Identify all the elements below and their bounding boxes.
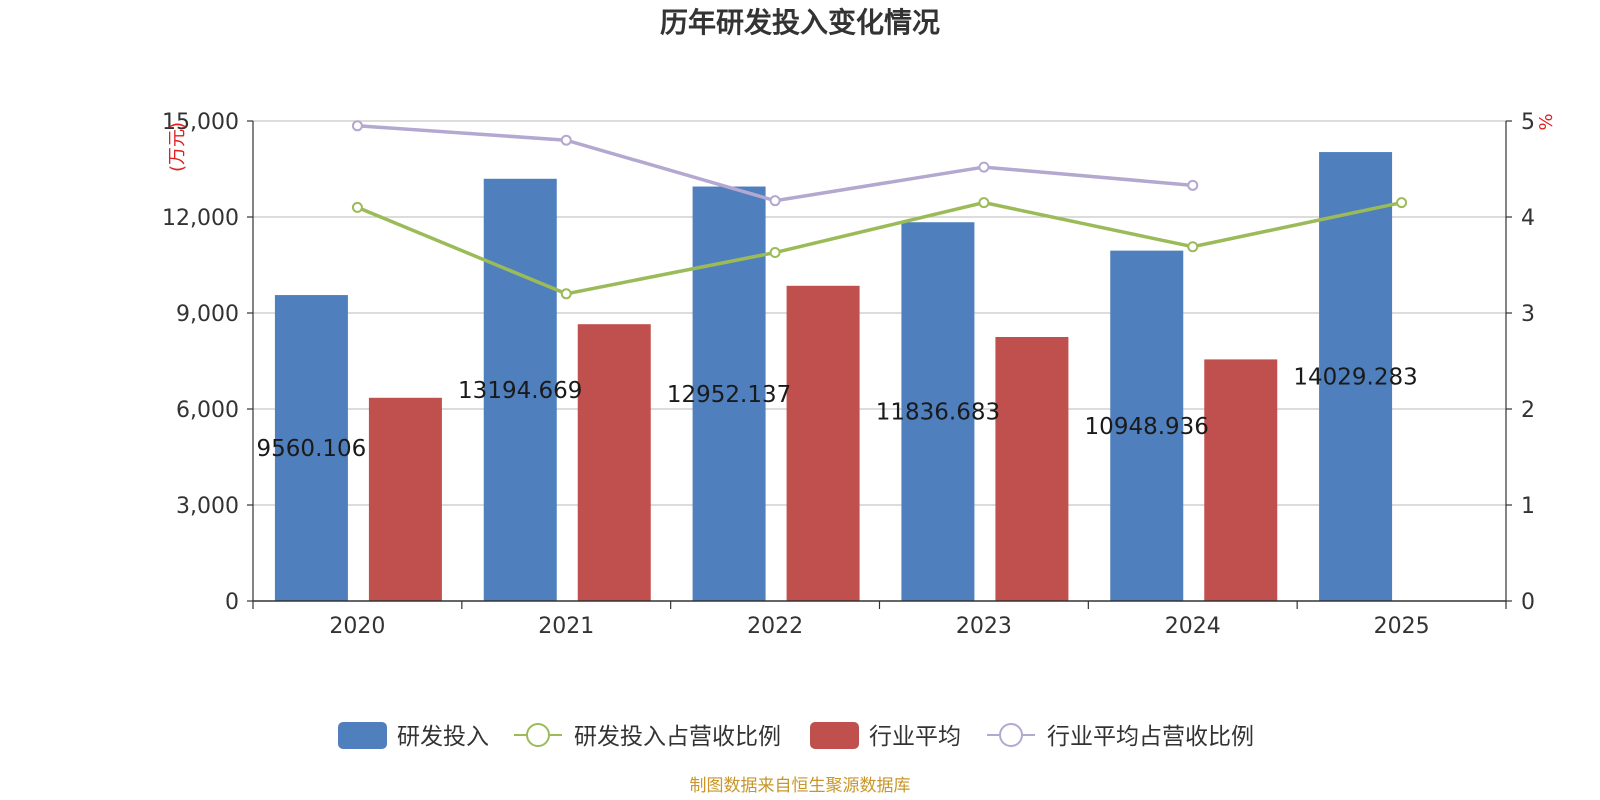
bar-industry-avg-2021	[577, 324, 651, 601]
line-industry-ratio	[357, 124, 1193, 203]
legend-swatch-marker-industry-ratio	[999, 723, 1023, 747]
x-tick-label: 2024	[1165, 614, 1221, 639]
data-label-rd-investment: 9560.106	[257, 436, 367, 462]
x-tick-label: 2021	[538, 614, 594, 639]
left-tick-label: 15,000	[162, 110, 239, 135]
point-industry-ratio	[560, 134, 572, 146]
right-tick-label: 0	[1521, 590, 1535, 615]
bar-rd-investment-2021	[483, 178, 557, 601]
data-label-rd-investment: 13194.669	[458, 378, 582, 404]
bar-industry-avg-2020	[368, 397, 442, 601]
point-rd-ratio	[1396, 197, 1408, 209]
x-tick-label: 2023	[956, 614, 1012, 639]
point-rd-ratio	[351, 201, 363, 213]
point-rd-ratio	[769, 247, 781, 259]
bar-industry-avg-2023	[995, 337, 1069, 601]
x-tick-label: 2020	[329, 614, 385, 639]
right-tick-label: 2	[1521, 398, 1535, 423]
x-tick-label: 2025	[1374, 614, 1430, 639]
legend-label-industry-ratio: 行业平均占营收比例	[1047, 724, 1254, 750]
bar-rd-investment-2025	[1319, 152, 1393, 602]
bar-rd-investment-2024	[1110, 250, 1184, 602]
bar-industry-avg-2022	[786, 285, 860, 601]
point-industry-ratio	[978, 161, 990, 173]
legend-item-rd-investment[interactable]: 研发投入	[338, 722, 489, 750]
data-label-rd-investment: 10948.936	[1085, 414, 1209, 440]
legend-label-rd-ratio: 研发投入占营收比例	[574, 724, 781, 750]
legend-item-industry-avg[interactable]: 行业平均	[810, 722, 961, 750]
right-axis-unit: %	[1536, 113, 1557, 130]
lines	[351, 120, 1408, 300]
legend-swatch-rd-investment	[338, 722, 387, 749]
data-label-rd-investment: 14029.283	[1293, 365, 1417, 391]
right-axis-ticks: 0 1 2 3 4 5	[1505, 110, 1535, 615]
line-rd-ratio	[356, 200, 1402, 296]
point-rd-ratio	[978, 197, 990, 209]
x-tick-label: 2022	[747, 614, 803, 639]
right-tick-label: 4	[1521, 206, 1535, 231]
bar-rd-investment-2020	[274, 295, 348, 601]
legend-item-rd-ratio[interactable]: 研发投入占营收比例	[514, 723, 781, 750]
legend-swatch-marker-rd-ratio	[526, 723, 550, 747]
legend-item-industry-ratio[interactable]: 行业平均占营收比例	[987, 723, 1254, 750]
legend-label-rd-investment: 研发投入	[397, 724, 489, 750]
chart-title: 历年研发投入变化情况	[660, 6, 940, 39]
point-industry-ratio	[351, 120, 363, 132]
left-tick-label: 3,000	[176, 494, 239, 519]
right-tick-label: 5	[1521, 110, 1535, 135]
left-axis-unit: (万元)	[167, 122, 188, 172]
right-tick-label: 1	[1521, 494, 1535, 519]
grid	[253, 120, 1506, 506]
point-industry-ratio	[1187, 179, 1199, 191]
left-axis-ticks: 0 3,000 6,000 9,000 12,000 15,000	[162, 110, 254, 615]
legend-swatch-industry-avg	[810, 722, 859, 749]
source-note: 制图数据来自恒生聚源数据库	[690, 776, 911, 796]
right-tick-label: 3	[1521, 302, 1535, 327]
point-rd-ratio	[560, 288, 572, 300]
left-tick-label: 12,000	[162, 206, 239, 231]
data-labels: 9560.106 13194.669 12952.137 11836.683 10948…	[257, 365, 1418, 463]
point-rd-ratio	[1187, 241, 1199, 253]
left-tick-label: 0	[225, 590, 239, 615]
legend: 研发投入 研发投入占营收比例 行业平均 行业平均占营收比例	[338, 722, 1254, 750]
legend-label-industry-avg: 行业平均	[869, 724, 961, 750]
bar-industry-avg-2024	[1204, 359, 1278, 601]
data-label-rd-investment: 11836.683	[876, 400, 1000, 426]
bars	[274, 152, 1393, 602]
data-label-rd-investment: 12952.137	[667, 382, 791, 408]
point-industry-ratio	[769, 195, 781, 207]
bar-rd-investment-2023	[901, 222, 975, 602]
x-axis: 2020 2021 2022 2023 2024 2025	[252, 600, 1507, 639]
left-tick-label: 6,000	[176, 398, 239, 423]
left-tick-label: 9,000	[176, 302, 239, 327]
